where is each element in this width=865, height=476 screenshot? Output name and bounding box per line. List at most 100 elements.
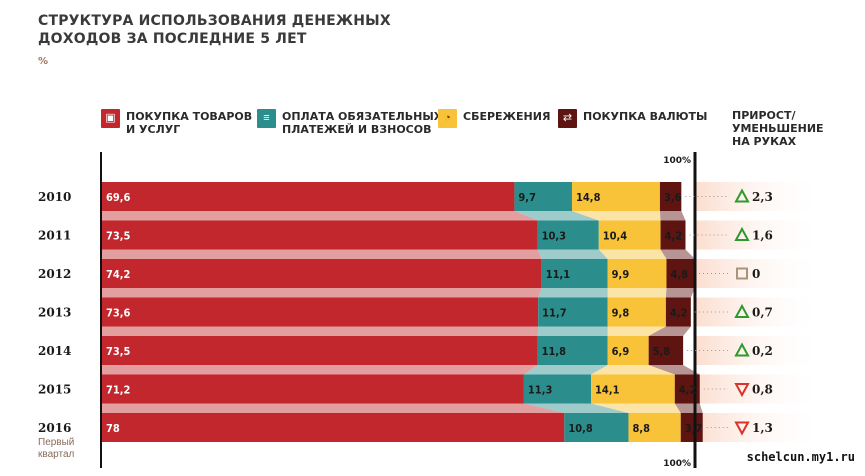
connector-band xyxy=(514,211,599,221)
legend-currency-purchase: ⇄ ПОКУПКА ВАЛЮТЫ xyxy=(558,109,707,128)
value-label: 73,5 xyxy=(106,345,131,358)
value-label: 14,8 xyxy=(576,191,601,204)
hundred-label: 100% xyxy=(663,459,691,469)
bar-segment xyxy=(101,182,515,211)
value-label: 71,2 xyxy=(106,384,131,397)
value-label: 10,3 xyxy=(542,230,567,243)
square-icon xyxy=(736,267,748,280)
value-label: 9,8 xyxy=(612,307,630,320)
watermark: schelcun.my1.ru xyxy=(746,450,855,464)
value-label: 9,7 xyxy=(518,191,536,204)
connector-band xyxy=(607,288,667,298)
value-label: 11,7 xyxy=(542,307,567,320)
bar-segment xyxy=(648,336,684,365)
legend-label: ПОКУПКА ВАЛЮТЫ xyxy=(583,110,708,123)
connector-band xyxy=(101,211,538,221)
connector-band xyxy=(598,249,667,259)
value-label: 73,6 xyxy=(106,307,131,320)
triangle-up-icon xyxy=(734,188,750,203)
year-label: 2011 xyxy=(38,229,71,243)
bar-segment xyxy=(628,413,681,442)
value-label: 11,8 xyxy=(542,345,567,358)
bar-segment xyxy=(537,336,608,365)
change-value: 0 xyxy=(752,267,760,281)
value-label: 4,2 xyxy=(670,307,688,320)
change-value: 0,2 xyxy=(752,344,773,358)
value-label: 11,3 xyxy=(528,384,553,397)
change-value: 2,3 xyxy=(752,190,773,204)
value-label: 6,9 xyxy=(612,345,630,358)
legend-label: ОПЛАТА ОБЯЗАТЕЛЬНЫХ ПЛАТЕЖЕЙ И ВЗНОСОВ xyxy=(282,110,443,136)
change-value: 0,7 xyxy=(752,306,773,320)
connector-band xyxy=(591,365,675,375)
triangle-down-icon xyxy=(734,383,750,398)
year-label: 2014 xyxy=(38,344,71,358)
connector-band xyxy=(101,249,542,259)
bar-segment xyxy=(538,297,608,327)
connector-band xyxy=(523,365,608,375)
bar-segment xyxy=(523,374,592,404)
year-label: 2015 xyxy=(38,383,71,397)
triangle-up-icon xyxy=(734,342,750,357)
connector-band xyxy=(101,326,539,336)
connector-band xyxy=(659,211,686,221)
connector-band xyxy=(523,403,629,413)
change-value: 1,6 xyxy=(752,229,773,243)
bar-segment xyxy=(607,297,666,327)
value-label: 10,8 xyxy=(568,422,593,435)
change-band xyxy=(695,336,825,365)
value-label: 4,2 xyxy=(679,384,697,397)
bar-segment xyxy=(660,220,686,250)
bar-segment xyxy=(666,259,695,288)
bar-segment xyxy=(101,220,538,250)
bar-segment xyxy=(514,182,573,211)
connector-band xyxy=(101,365,538,375)
value-label: 3,6 xyxy=(664,191,682,204)
value-label: 3,7 xyxy=(685,422,703,435)
bar-segment xyxy=(564,413,629,442)
change-value: 1,3 xyxy=(752,421,773,435)
value-label: 69,6 xyxy=(106,191,131,204)
first-quarter-label: Первый квартал xyxy=(38,437,75,460)
year-label: 2016 xyxy=(38,421,71,435)
connector-band xyxy=(648,365,700,375)
connector-band xyxy=(665,288,695,298)
triangle-up-icon xyxy=(734,303,750,318)
chart-title: СТРУКТУРА ИСПОЛЬЗОВАНИЯ ДЕНЕЖНЫХ ДОХОДОВ… xyxy=(38,13,391,47)
connector-band xyxy=(648,326,691,336)
year-label: 2010 xyxy=(38,190,71,204)
connector-band xyxy=(538,288,608,298)
change-band xyxy=(695,182,825,211)
bar-segment xyxy=(665,297,691,327)
year-label: 2012 xyxy=(38,267,71,281)
legend-mandatory-payments: ≡ ОПЛАТА ОБЯЗАТЕЛЬНЫХ ПЛАТЕЖЕЙ И ВЗНОСОВ xyxy=(257,109,442,136)
bar-segment xyxy=(537,220,599,250)
bar-segment xyxy=(101,413,565,442)
legend-label: ПОКУПКА ТОВАРОВ И УСЛУГ xyxy=(126,110,253,136)
change-value: 0,8 xyxy=(752,383,773,397)
unit-label: % xyxy=(38,56,49,67)
change-band xyxy=(695,220,825,250)
change-band xyxy=(695,297,825,327)
bar-segment xyxy=(101,374,524,404)
value-label: 5,8 xyxy=(653,345,671,358)
triangle-up-icon xyxy=(734,226,750,241)
currency-exchange-icon: ⇄ xyxy=(558,109,577,128)
bar-segment xyxy=(598,220,661,250)
value-label: 4,8 xyxy=(670,268,688,281)
value-label: 74,2 xyxy=(106,268,131,281)
year-label: 2013 xyxy=(38,306,71,320)
connector-band xyxy=(572,211,661,221)
receipt-icon: ≡ xyxy=(257,109,276,128)
bar-segment xyxy=(101,259,542,288)
value-label: 10,4 xyxy=(603,230,628,243)
connector-band xyxy=(591,403,681,413)
value-label: 78 xyxy=(106,422,120,435)
bar-segment xyxy=(680,413,703,442)
bar-segment xyxy=(101,336,538,365)
connector-band xyxy=(537,326,608,336)
connector-band xyxy=(101,288,542,298)
bar-segment xyxy=(659,182,682,211)
connector-band xyxy=(660,249,695,259)
legend-label: СБЕРЕЖЕНИЯ xyxy=(463,110,551,123)
